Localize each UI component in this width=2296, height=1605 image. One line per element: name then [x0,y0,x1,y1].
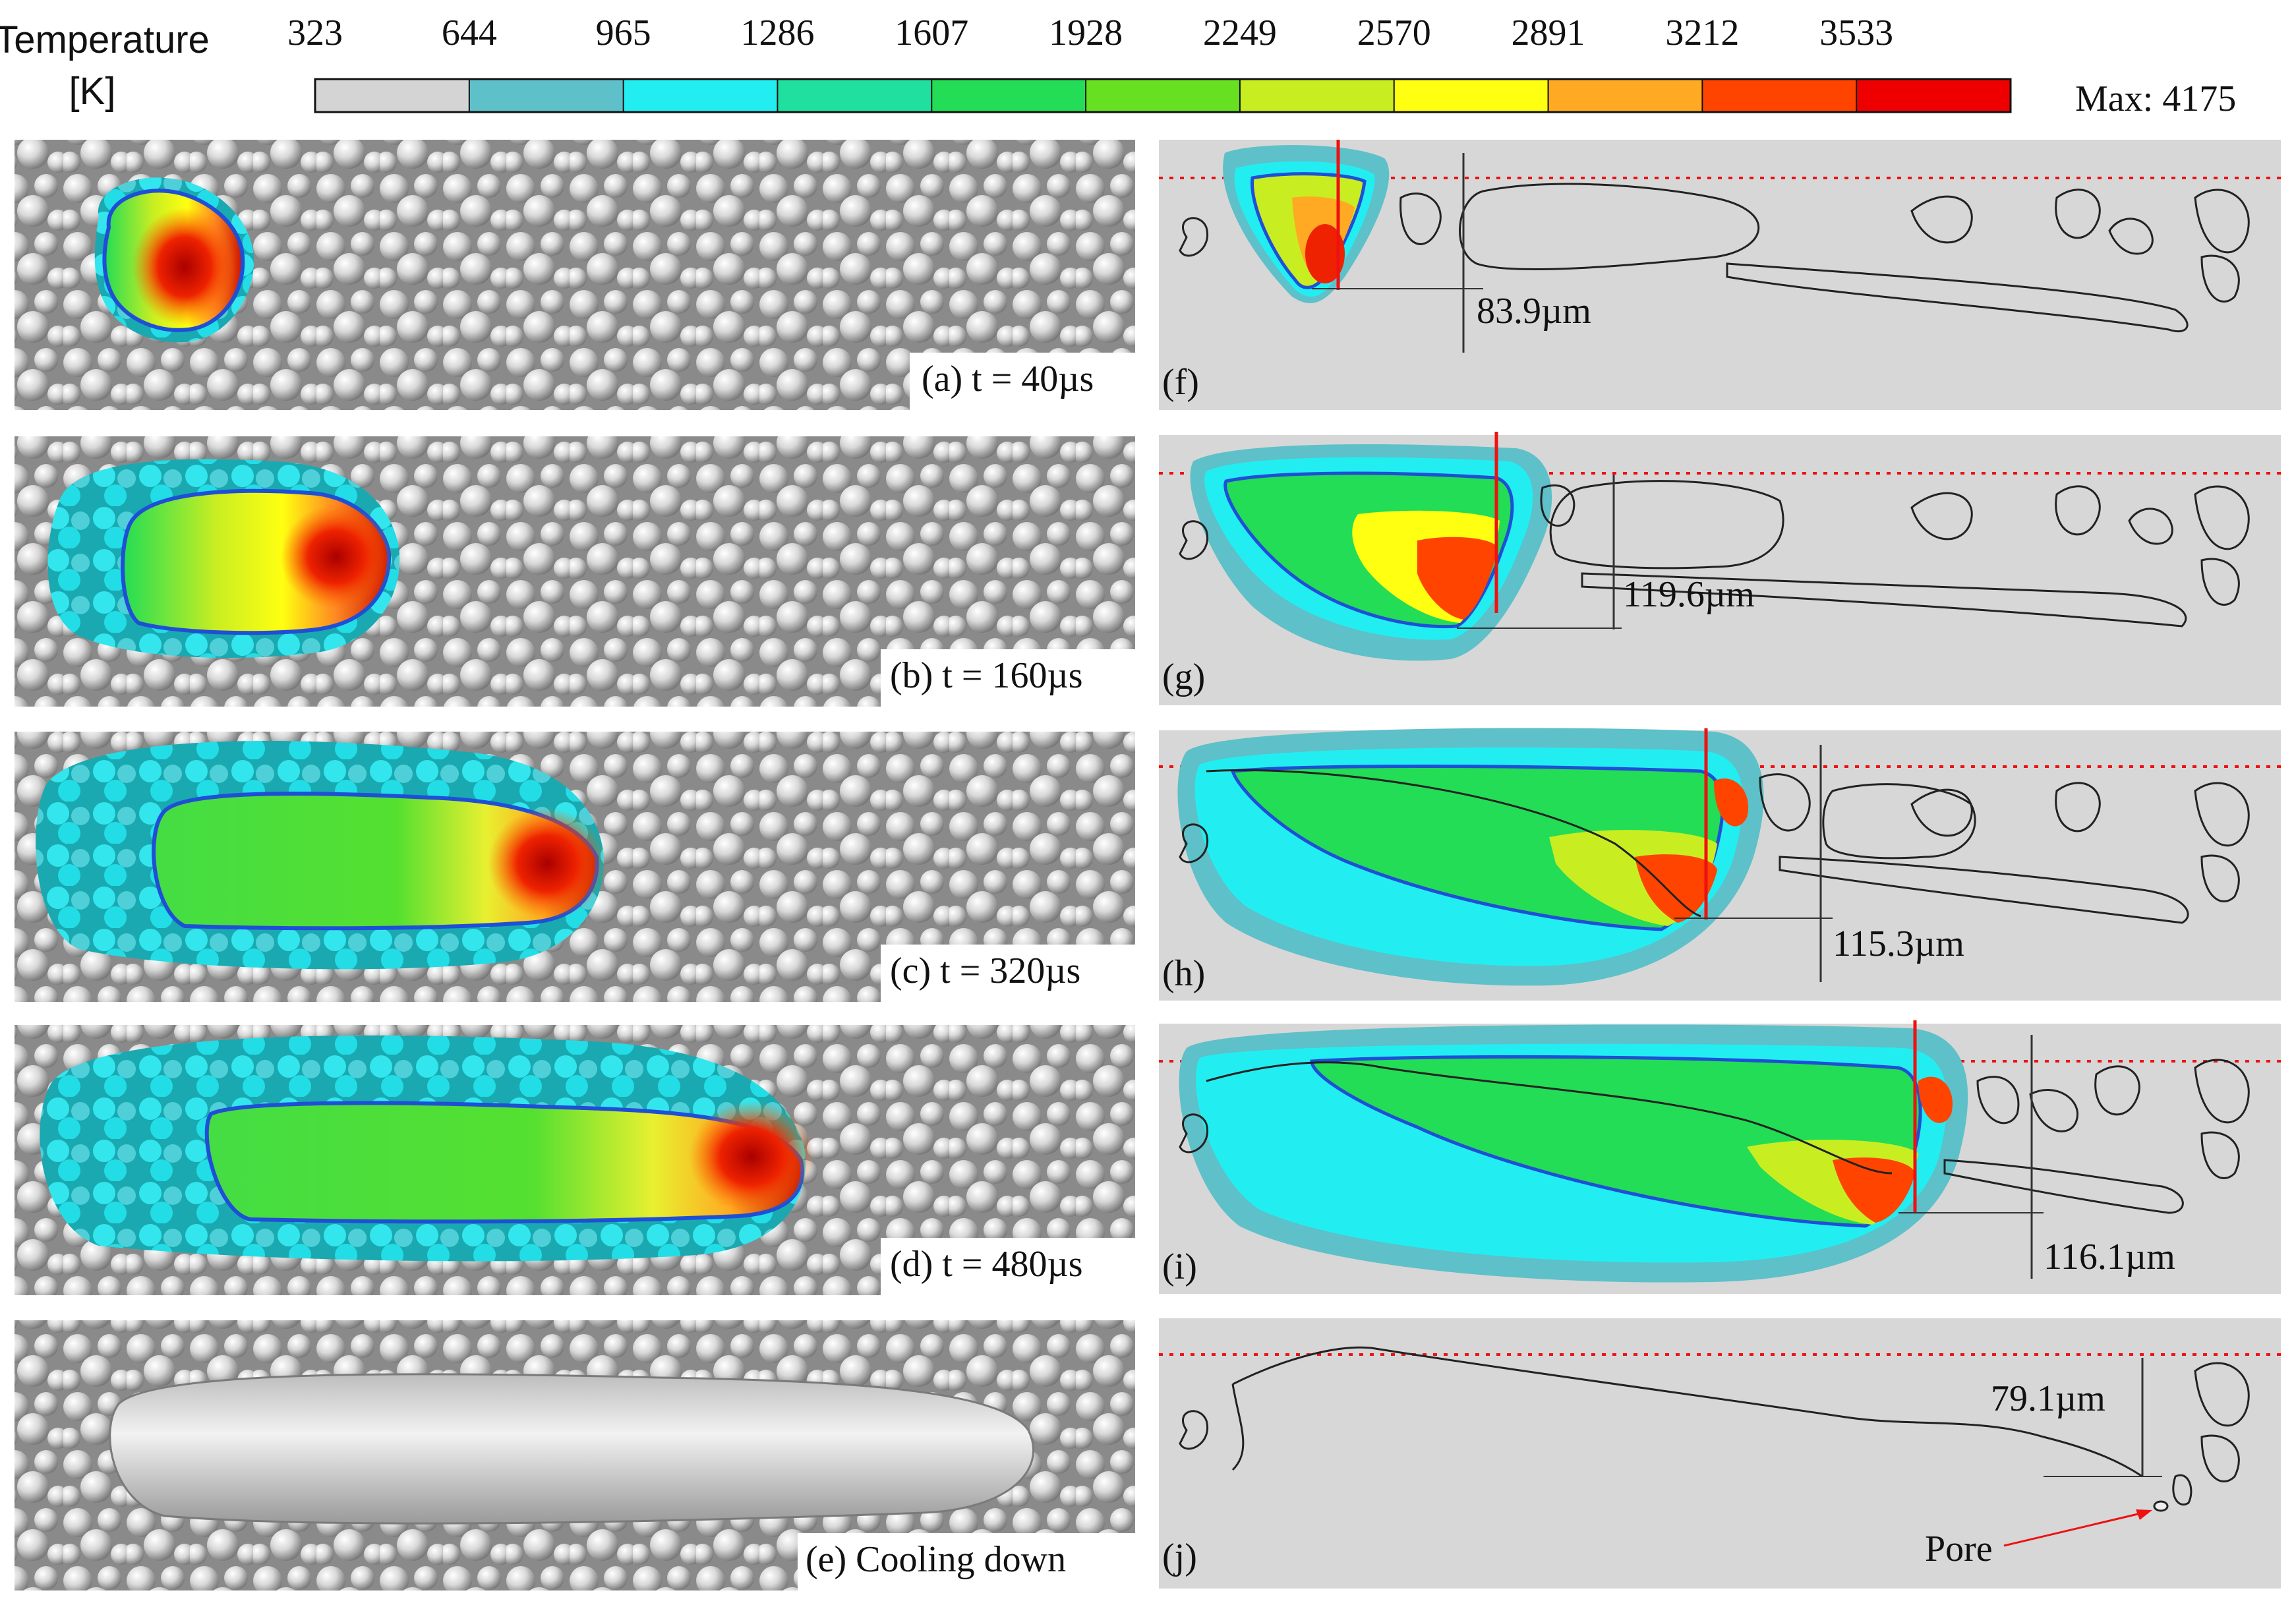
colorbar-tick-label: 2891 [1512,13,1585,53]
panel-b: (b) t = 160µs [15,436,1135,707]
hot-spot [132,208,237,326]
colorbar-unit: [K] [69,70,116,113]
panel-label: (j) [1162,1536,1197,1577]
label-box [881,649,1135,707]
pool-hot [1635,854,1717,923]
colorbar-swatch [469,79,624,112]
solidified-track [109,1373,1035,1525]
depth-label: 116.1µm [2044,1237,2175,1277]
colorbar-swatch [1239,79,1394,112]
colorbar-swatch [1548,79,1703,112]
panel-label: (d) t = 480µs [890,1244,1083,1285]
colorbar-tick-label: 3212 [1665,13,1739,53]
pore-label: Pore [1925,1529,1993,1569]
label-box [881,1238,1135,1295]
panel-label: (a) t = 40µs [922,359,1094,399]
depth-label: 119.6µm [1623,574,1755,615]
particle-contours [1179,1059,2250,1214]
colorbar-swatch [1086,79,1240,112]
colorbar-tick-label: 3533 [1819,13,1893,53]
depth-label: 115.3µm [1833,923,1964,964]
colorbar-swatch [931,79,1086,112]
panel-a: (a) t = 40µs [15,140,1135,410]
label-box [910,353,1135,410]
panel-e: (e) Cooling down [15,1320,1135,1590]
pool-hot [1305,224,1345,283]
colorbar-tick-label: 1607 [895,13,968,53]
depth-label: 83.9µm [1477,291,1591,332]
panel-f: 83.9µm (f) [1159,140,2281,410]
panel-h: 115.3µm (h) [1159,728,2281,1001]
panel-c: (c) t = 320µs [15,732,1135,1002]
colorbar-swatch [1394,79,1548,112]
colorbar-tick-label: 2249 [1203,13,1277,53]
hot-spot [488,807,606,919]
colorbar-swatches [315,79,2011,112]
panel-label: (b) t = 160µs [890,655,1083,696]
pool-hot-edge [1918,1076,1953,1123]
colorbar-swatch [1702,79,1857,112]
colorbar-tick-label: 2570 [1357,13,1431,53]
colorbar-tick-label: 1286 [740,13,814,53]
panel-i: 116.1µm (i) [1159,1020,2281,1294]
section-bg [1159,1318,2281,1589]
label-box [881,945,1135,1002]
label-box [798,1533,1135,1590]
colorbar-swatch [777,79,932,112]
particle-contours [1179,480,2250,627]
colorbar-ticks: 323 644 965 1286 1607 1928 2249 2570 2891 3212 353… [287,13,1893,53]
particle-contours [1179,1362,2250,1505]
pool-hot [1417,537,1498,620]
pool-hot-edge [1714,778,1748,827]
hot-spot [689,1101,814,1213]
panel-label: (i) [1162,1246,1197,1287]
colorbar-swatch [623,79,778,112]
pore-arrow-head [2136,1509,2152,1520]
panel-g: 119.6µm (g) [1159,432,2281,705]
colorbar-title: Temperature [0,18,210,61]
pore-arrow [2003,1510,2150,1547]
panel-label: (f) [1162,362,1199,403]
colorbar-frame [314,78,2012,113]
colorbar-tick-label: 965 [596,13,651,53]
colorbar-tick-label: 323 [287,13,343,53]
panel-label: (h) [1162,953,1205,994]
colorbar-tick-label: 1928 [1049,13,1123,53]
particle-contours [1179,769,2250,924]
colorbar-swatch [1856,79,2011,112]
pool-hot [1833,1157,1915,1223]
track-profile [1232,1346,2143,1478]
panel-d: (d) t = 480µs [15,1025,1135,1295]
colorbar-swatch [315,79,469,112]
colorbar: Temperature [K] 323 644 965 1286 1607 1928 224… [0,13,2236,119]
hot-spot [280,504,392,610]
panel-label: (c) t = 320µs [890,950,1080,991]
panel-label: (e) Cooling down [806,1539,1066,1580]
colorbar-tick-label: 644 [442,13,497,53]
particle-contours [1179,183,2250,333]
depth-label: 79.1µm [1991,1378,2105,1419]
colorbar-max-label: Max: 4175 [2075,78,2236,119]
panel-j: 79.1µm Pore (j) [1159,1318,2281,1589]
pore-shape [2153,1500,2169,1512]
panel-label: (g) [1162,657,1205,697]
